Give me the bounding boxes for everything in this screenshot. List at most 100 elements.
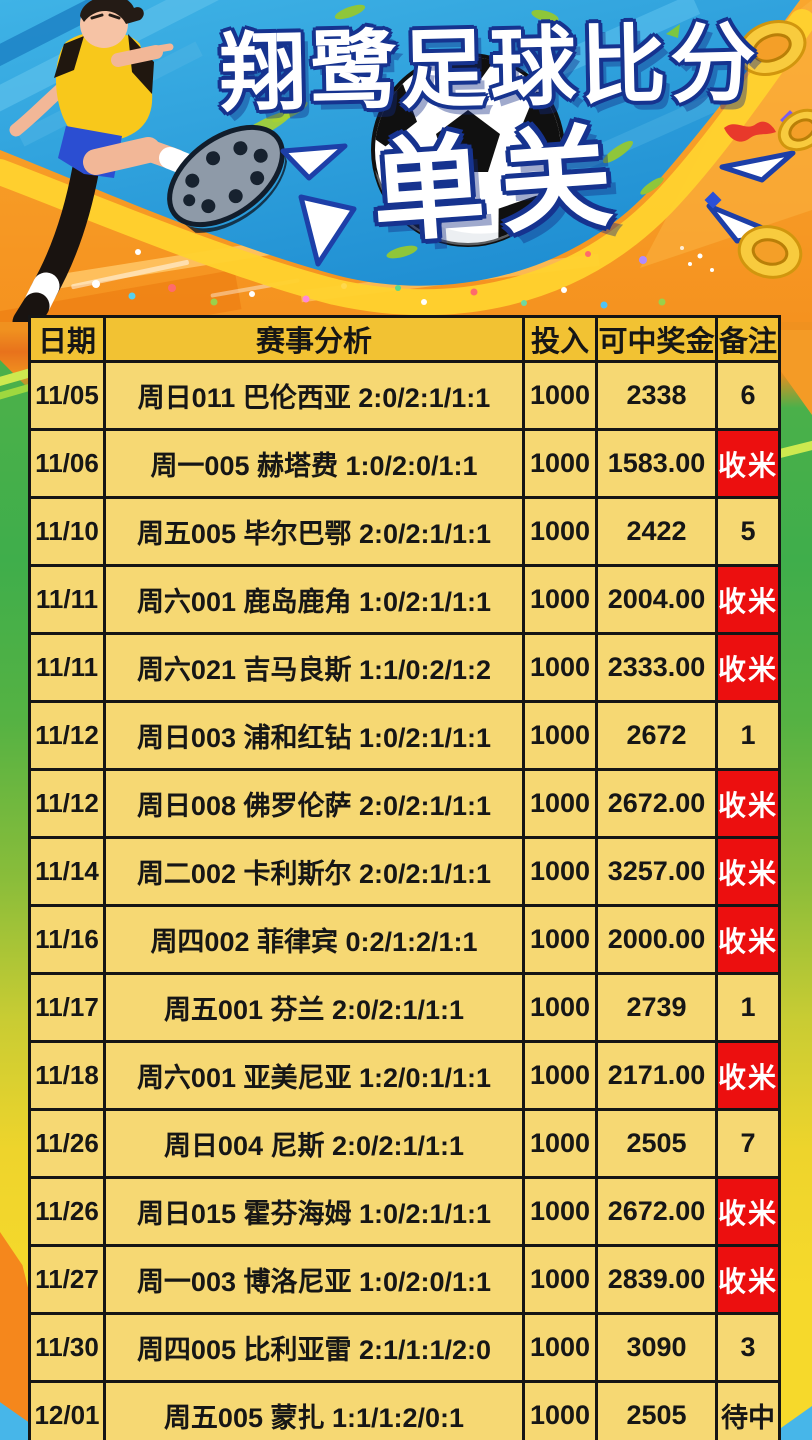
player-illustration [9, 0, 308, 322]
stake-cell: 1000 [522, 904, 598, 975]
stake-cell: 1000 [522, 1176, 598, 1247]
table-row: 11/05 周日011 巴伦西亚 2:0/2:1/1:1 1000 2338 6 [28, 360, 781, 431]
analysis-cell: 周一003 博洛尼亚 1:0/2:0/1:1 [103, 1244, 525, 1315]
page-subtitle: 单关 [367, 113, 633, 256]
remark-badge: 收米 [715, 632, 781, 703]
page-title: 翔鹭足球比分 [219, 15, 761, 123]
remark-badge: 收米 [715, 836, 781, 907]
confetti [92, 249, 666, 309]
leaf-icon [334, 4, 664, 259]
remark-badge: 收米 [715, 1244, 781, 1315]
prize-cell: 2004.00 [595, 564, 718, 635]
prize-cell: 2839.00 [595, 1244, 718, 1315]
remark-badge: 收米 [715, 768, 781, 839]
remark-cell: 待中 [715, 1380, 781, 1440]
remark-cell: 5 [715, 496, 781, 567]
prize-cell: 2505 [595, 1380, 718, 1440]
remark-cell: 1 [715, 972, 781, 1043]
analysis-cell: 周四002 菲律宾 0:2/1:2/1:1 [103, 904, 525, 975]
table-row: 11/10 周五005 毕尔巴鄂 2:0/2:1/1:1 1000 2422 5 [28, 496, 781, 567]
cleat-icon [167, 124, 288, 233]
confetti-diamond [704, 191, 722, 209]
remark-badge: 收米 [715, 1176, 781, 1247]
date-cell: 11/27 [28, 1244, 106, 1315]
prize-cell: 2338 [595, 360, 718, 431]
col-header-analysis: 赛事分析 [103, 315, 525, 363]
table-row: 11/30 周四005 比利亚雷 2:1/1:1/2:0 1000 3090 3 [28, 1312, 781, 1383]
analysis-cell: 周五005 蒙扎 1:1/1:2/0:1 [103, 1380, 525, 1440]
remark-cell: 6 [715, 360, 781, 431]
prize-cell: 2333.00 [595, 632, 718, 703]
analysis-cell: 周日011 巴伦西亚 2:0/2:1/1:1 [103, 360, 525, 431]
stake-cell: 1000 [522, 1312, 598, 1383]
table-row: 11/27 周一003 博洛尼亚 1:0/2:0/1:1 1000 2839.0… [28, 1244, 781, 1315]
analysis-cell: 周日003 浦和红钻 1:0/2:1/1:1 [103, 700, 525, 771]
remark-badge: 收米 [715, 904, 781, 975]
table-row: 11/14 周二002 卡利斯尔 2:0/2:1/1:1 1000 3257.0… [28, 836, 781, 907]
date-cell: 11/17 [28, 972, 106, 1043]
prize-cell: 2672.00 [595, 1176, 718, 1247]
date-cell: 11/11 [28, 632, 106, 703]
date-cell: 11/14 [28, 836, 106, 907]
prize-cell: 2672 [595, 700, 718, 771]
prize-cell: 2422 [595, 496, 718, 567]
date-cell: 11/05 [28, 360, 106, 431]
prize-cell: 2171.00 [595, 1040, 718, 1111]
date-cell: 11/06 [28, 428, 106, 499]
table-row: 11/17 周五001 芬兰 2:0/2:1/1:1 1000 2739 1 [28, 972, 781, 1043]
date-cell: 11/30 [28, 1312, 106, 1383]
prize-cell: 2739 [595, 972, 718, 1043]
date-cell: 11/11 [28, 564, 106, 635]
prize-cell: 3090 [595, 1312, 718, 1383]
date-cell: 12/01 [28, 1380, 106, 1440]
table-row: 11/16 周四002 菲律宾 0:2/1:2/1:1 1000 2000.00… [28, 904, 781, 975]
remark-badge: 收米 [715, 564, 781, 635]
stake-cell: 1000 [522, 1108, 598, 1179]
table-row: 11/11 周六001 鹿岛鹿角 1:0/2:1/1:1 1000 2004.0… [28, 564, 781, 635]
analysis-cell: 周六001 鹿岛鹿角 1:0/2:1/1:1 [103, 564, 525, 635]
table-row: 11/18 周六001 亚美尼亚 1:2/0:1/1:1 1000 2171.0… [28, 1040, 781, 1111]
ribbon-icon [724, 121, 776, 142]
prize-cell: 2000.00 [595, 904, 718, 975]
date-cell: 11/18 [28, 1040, 106, 1111]
remark-cell: 7 [715, 1108, 781, 1179]
sparkles [680, 246, 714, 272]
remark-cell: 1 [715, 700, 781, 771]
prize-cell: 3257.00 [595, 836, 718, 907]
table-header-row: 日期 赛事分析 投入 可中奖金 备注 [28, 315, 781, 363]
stake-cell: 1000 [522, 496, 598, 567]
coin-icon [737, 20, 812, 279]
col-header-date: 日期 [28, 315, 106, 363]
col-header-remark: 备注 [715, 315, 781, 363]
date-cell: 11/12 [28, 700, 106, 771]
stake-cell: 1000 [522, 836, 598, 907]
stake-cell: 1000 [522, 1040, 598, 1111]
col-header-prize: 可中奖金 [595, 315, 718, 363]
analysis-cell: 周日008 佛罗伦萨 2:0/2:1/1:1 [103, 768, 525, 839]
table-row: 11/06 周一005 赫塔费 1:0/2:0/1:1 1000 1583.00… [28, 428, 781, 499]
confetti-triangle [666, 24, 680, 38]
col-header-stake: 投入 [522, 315, 598, 363]
date-cell: 11/12 [28, 768, 106, 839]
stake-cell: 1000 [522, 1380, 598, 1440]
analysis-cell: 周六001 亚美尼亚 1:2/0:1/1:1 [103, 1040, 525, 1111]
date-cell: 11/16 [28, 904, 106, 975]
prize-cell: 2672.00 [595, 768, 718, 839]
stake-cell: 1000 [522, 700, 598, 771]
prize-cell: 1583.00 [595, 428, 718, 499]
date-cell: 11/26 [28, 1108, 106, 1179]
analysis-cell: 周一005 赫塔费 1:0/2:0/1:1 [103, 428, 525, 499]
stake-cell: 1000 [522, 360, 598, 431]
analysis-cell: 周四005 比利亚雷 2:1/1:1/2:0 [103, 1312, 525, 1383]
analysis-cell: 周二002 卡利斯尔 2:0/2:1/1:1 [103, 836, 525, 907]
analysis-cell: 周六021 吉马良斯 1:1/0:2/1:2 [103, 632, 525, 703]
table-row: 11/11 周六021 吉马良斯 1:1/0:2/1:2 1000 2333.0… [28, 632, 781, 703]
hero-illustration [0, 0, 812, 322]
table-row: 11/26 周日015 霍芬海姆 1:0/2:1/1:1 1000 2672.0… [28, 1176, 781, 1247]
results-table: 日期 赛事分析 投入 可中奖金 备注 11/05 周日011 巴伦西亚 2:0/… [28, 315, 781, 1440]
stake-cell: 1000 [522, 1244, 598, 1315]
analysis-cell: 周日015 霍芬海姆 1:0/2:1/1:1 [103, 1176, 525, 1247]
table-row: 11/26 周日004 尼斯 2:0/2:1/1:1 1000 2505 7 [28, 1108, 781, 1179]
remark-badge: 收米 [715, 428, 781, 499]
